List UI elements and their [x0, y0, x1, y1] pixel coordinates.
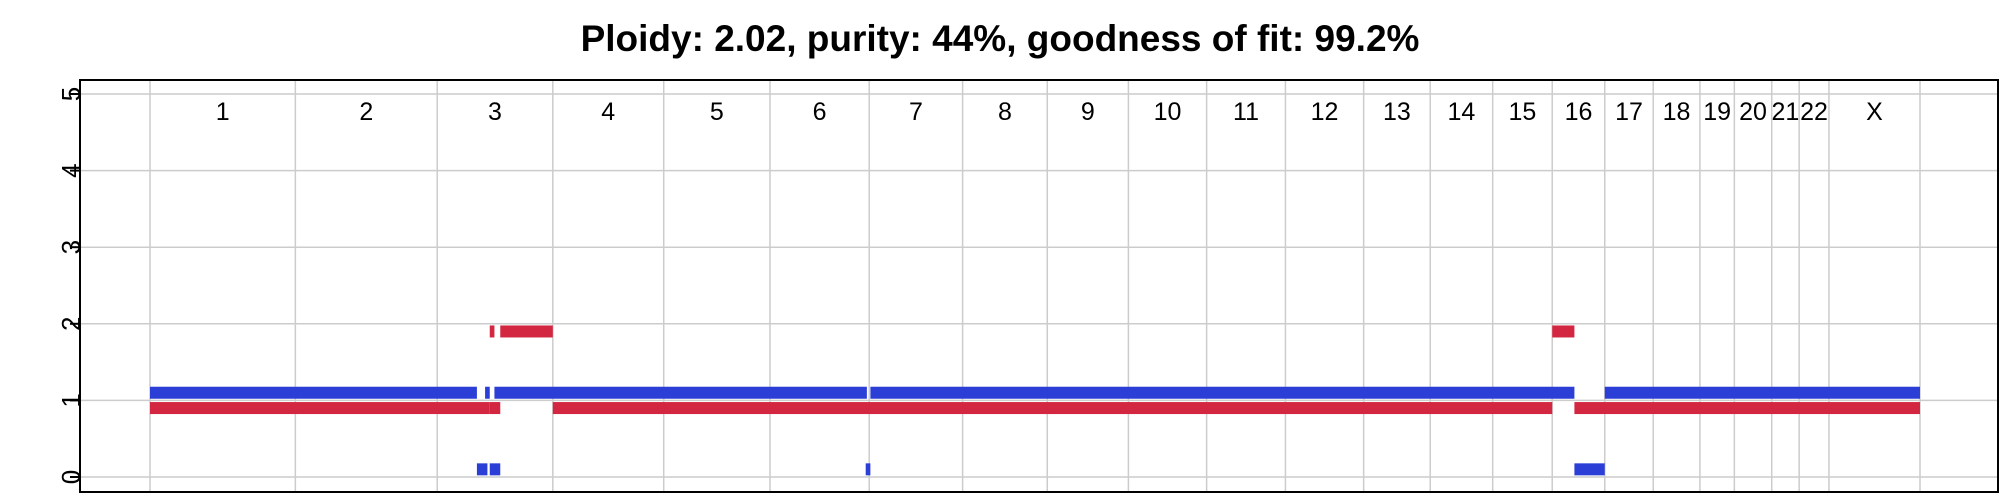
chromosome-label-8: 8 — [998, 98, 1012, 126]
chromosome-label-6: 6 — [813, 98, 827, 126]
chromosome-label-2: 2 — [359, 98, 373, 126]
segment-series-0 — [489, 463, 501, 476]
y-tick-label: 0 — [56, 470, 86, 484]
y-tick-label: 3 — [56, 240, 86, 254]
grid-layer — [80, 80, 1998, 492]
segment-series-1 — [1574, 402, 1920, 415]
segment-series-0 — [476, 463, 488, 476]
segment-series-1 — [489, 325, 495, 338]
chromosome-label-20: 20 — [1739, 98, 1767, 126]
chromosome-label-9: 9 — [1081, 98, 1095, 126]
chromosome-label-16: 16 — [1565, 98, 1593, 126]
chromosome-labels: 1 2 3 4 5 6 7 8 9 10 11 12 13 14 15 16 17 18 19 20 21 22 X — [216, 98, 1883, 126]
chromosome-label-10: 10 — [1154, 98, 1182, 126]
chromosome-label-19: 19 — [1703, 98, 1731, 126]
segment-series-0 — [150, 386, 477, 399]
chromosome-label-18: 18 — [1663, 98, 1691, 126]
chromosome-label-14: 14 — [1448, 98, 1476, 126]
chromosome-label-22: 22 — [1800, 98, 1828, 126]
segment-series-0 — [1604, 386, 1920, 399]
chromosome-label-11: 11 — [1233, 98, 1259, 126]
segment-series-0 — [865, 463, 871, 476]
y-tick-label: 2 — [56, 317, 86, 331]
segment-series-0 — [870, 386, 1575, 399]
chromosome-label-5: 5 — [710, 98, 724, 126]
chromosome-label-13: 13 — [1383, 98, 1411, 126]
segment-series-1 — [1552, 325, 1575, 338]
segment-series-1 — [150, 402, 490, 415]
segment-series-1 — [489, 402, 501, 415]
segment-series-1 — [500, 325, 553, 338]
segment-series-0 — [485, 386, 490, 399]
chromosome-label-21: 21 — [1772, 98, 1800, 126]
chromosome-label-7: 7 — [909, 98, 923, 126]
chromosome-label-X: X — [1866, 98, 1883, 126]
segment-series-0 — [1574, 463, 1605, 476]
y-axis: 0 1 2 3 4 5 — [56, 87, 86, 484]
chromosome-label-1: 1 — [216, 98, 230, 126]
y-tick-label: 1 — [56, 393, 86, 407]
segment-series-1 — [552, 402, 1553, 415]
chromosome-label-17: 17 — [1615, 98, 1643, 126]
segment-series-0 — [494, 386, 867, 399]
segment-layer — [150, 325, 1920, 476]
plot-frame — [79, 79, 1999, 493]
y-tick-label: 4 — [56, 163, 86, 177]
chromosome-label-3: 3 — [488, 98, 502, 126]
chromosome-label-12: 12 — [1311, 98, 1339, 126]
chromosome-label-4: 4 — [601, 98, 615, 126]
chromosome-label-15: 15 — [1509, 98, 1537, 126]
y-tick-label: 5 — [56, 87, 86, 101]
chart-title: Ploidy: 2.02, purity: 44%, goodness of f… — [580, 18, 1420, 59]
